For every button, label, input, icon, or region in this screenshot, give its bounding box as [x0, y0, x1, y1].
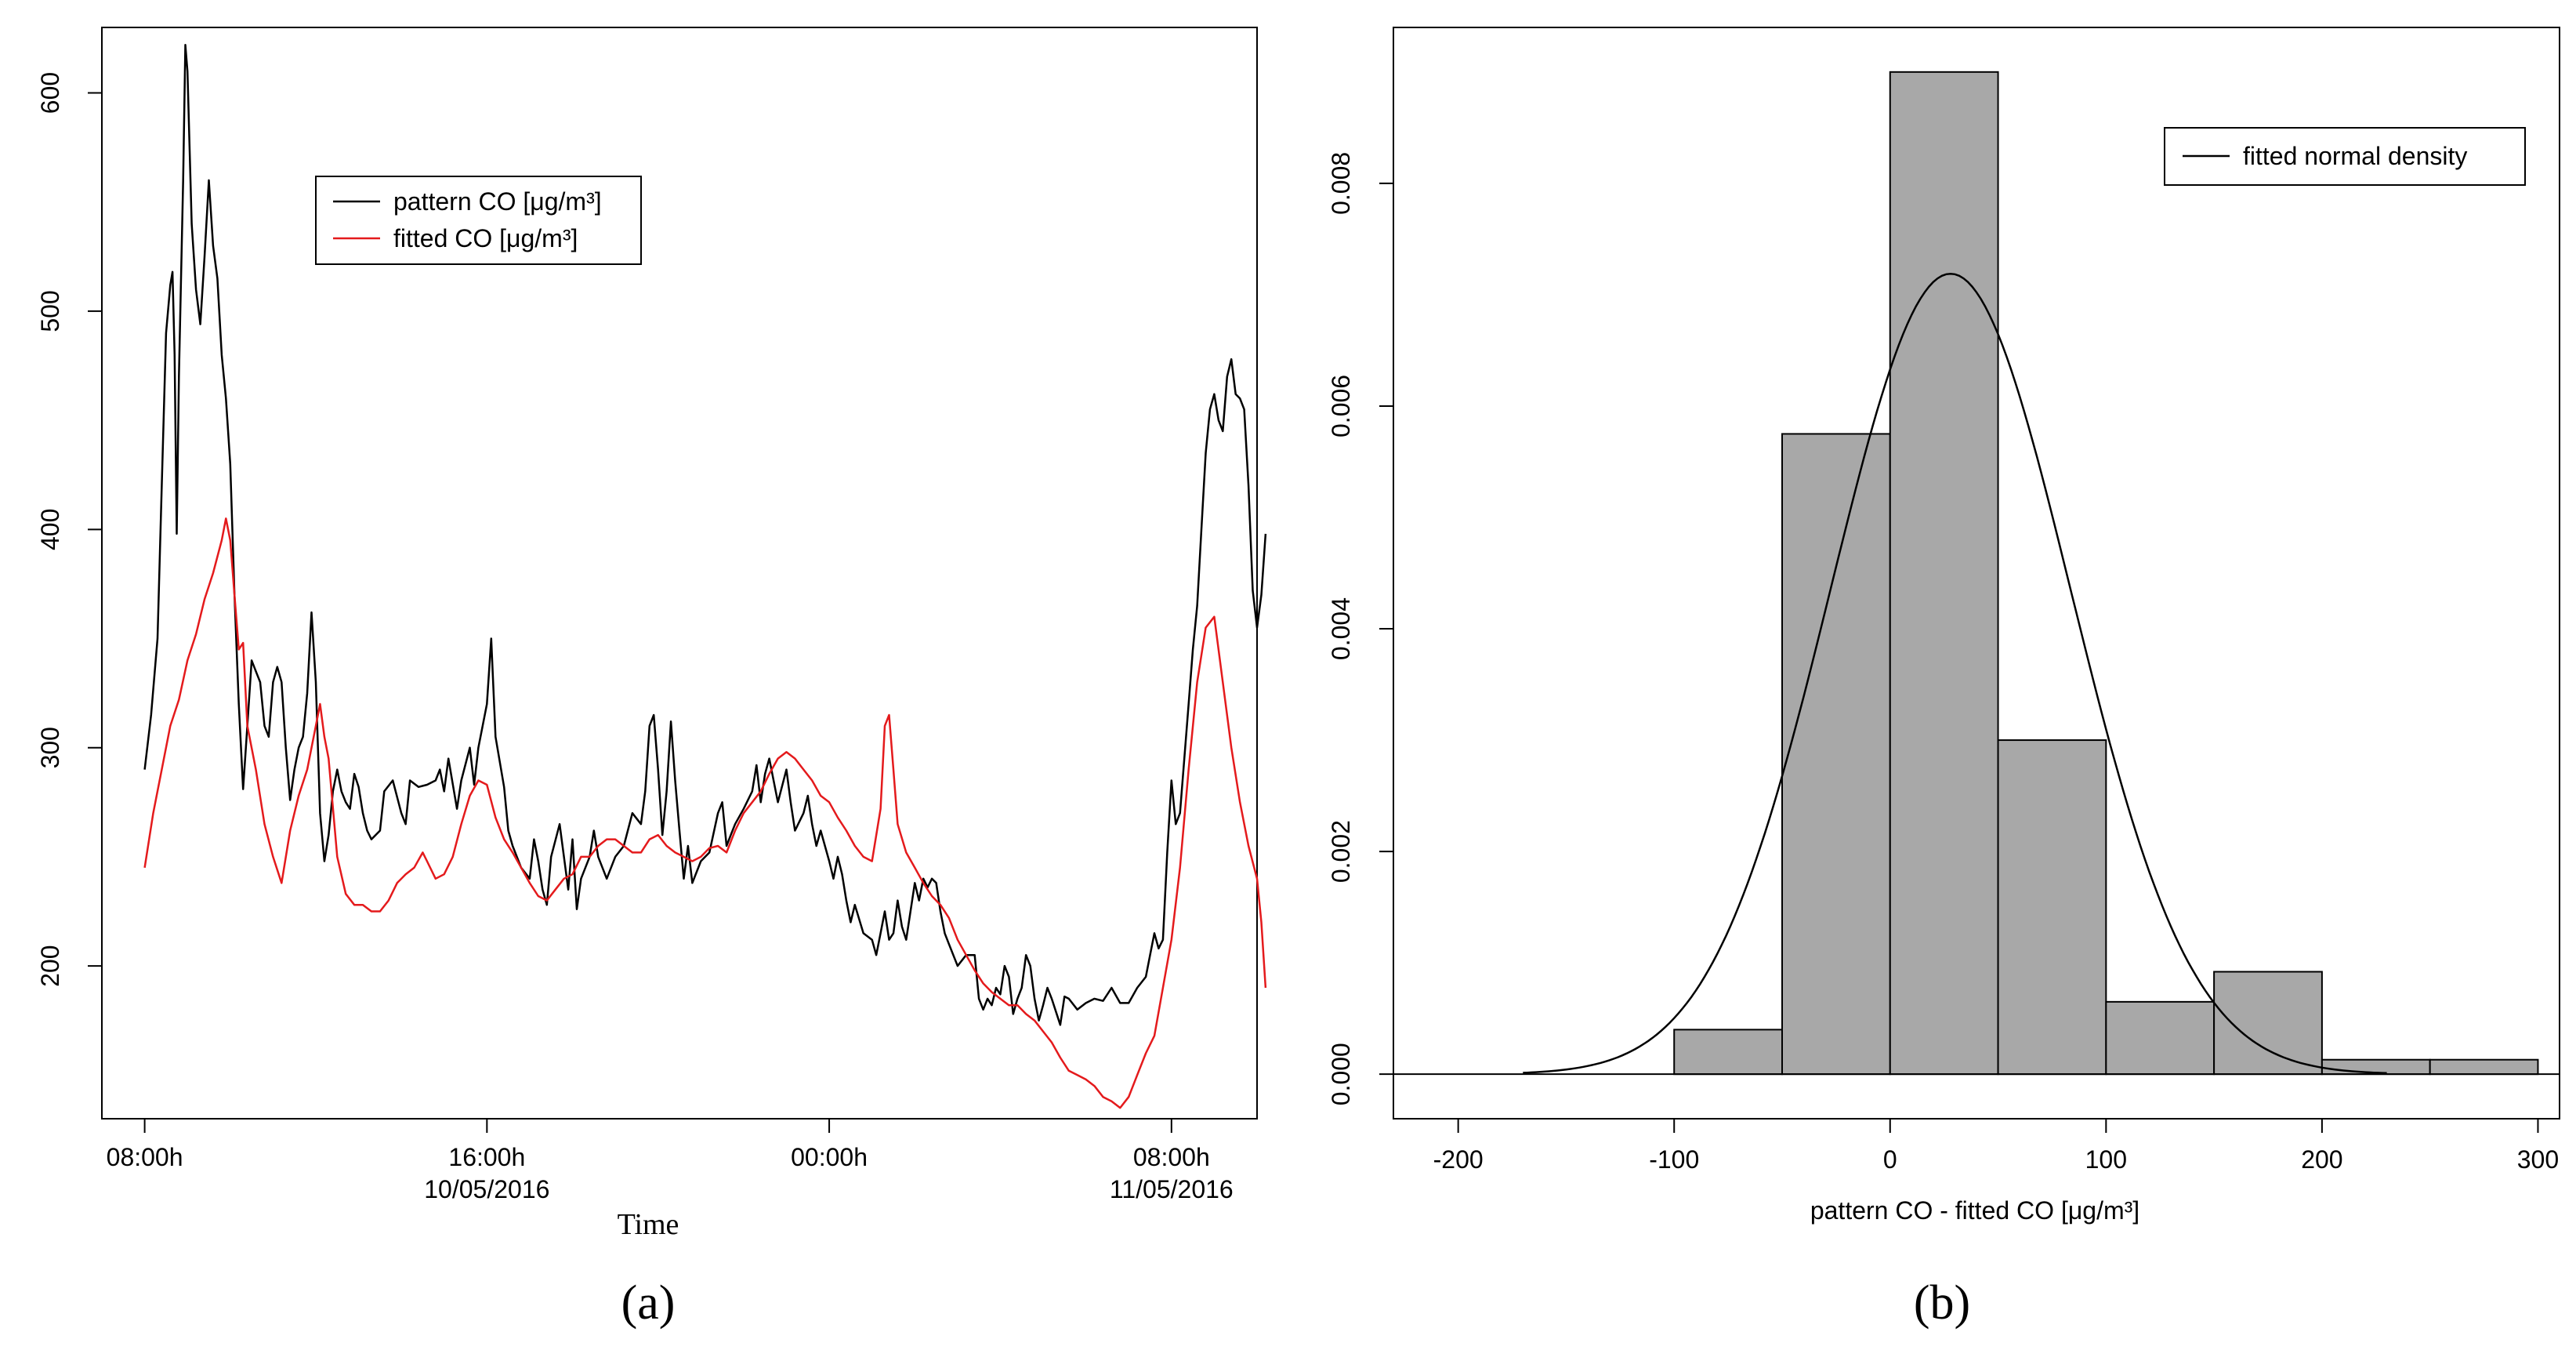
histogram-bar	[2213, 971, 2323, 1076]
x-tick-label: 00:00h	[791, 1143, 868, 1171]
x-tick-date-label: 10/05/2016	[424, 1175, 549, 1203]
x-tick-label: 08:00h	[107, 1143, 183, 1171]
histogram-bar	[2429, 1058, 2539, 1076]
y-tick-label: 200	[36, 945, 64, 986]
x-tick-label: 300	[2517, 1145, 2559, 1174]
panel-b-histogram-bars	[1673, 71, 2539, 1076]
panel-b-y-axis: 0.000 0.002 0.004 0.006 0.008	[1327, 152, 1393, 1105]
panel-a-y-axis: 200 300 400 500 600	[36, 72, 102, 987]
legend-label-pattern-co: pattern CO [μg/m³]	[393, 187, 602, 216]
panel-a-plot-frame	[101, 27, 1258, 1120]
panel-b-histogram: 0.000 0.002 0.004 0.006 0.008 -200 -100 0 100 20…	[1327, 27, 2560, 1330]
y-tick-label: 0.002	[1327, 820, 1355, 883]
panel-a-x-axis-label: Time	[618, 1208, 679, 1241]
y-tick-label: 0.006	[1327, 375, 1355, 437]
y-tick-label: 600	[36, 72, 64, 114]
panel-b-legend: fitted normal density	[2164, 127, 2526, 186]
x-tick-label: 100	[2085, 1145, 2127, 1174]
series-line-pattern-co	[143, 44, 1267, 1026]
panel-a-label: (a)	[621, 1276, 676, 1330]
panel-a-legend-box	[315, 176, 642, 265]
panel-a-series-lines	[143, 44, 1267, 1109]
panel-b-x-axis-label: pattern CO - fitted CO [μg/m³]	[1810, 1196, 2139, 1225]
x-tick-label: 08:00h	[1133, 1143, 1210, 1171]
y-tick-label: 400	[36, 509, 64, 550]
panel-b-x-axis: -200 -100 0 100 200 300	[1433, 1119, 2559, 1174]
panel-b-label: (b)	[1914, 1276, 1970, 1330]
panel-a-line-chart: 200 300 400 500 600 08:00h 16:00h 10/05/2016 00…	[36, 27, 1267, 1330]
panel-b-plot-frame	[1393, 27, 2560, 1120]
y-tick-label: 0.004	[1327, 597, 1355, 660]
histogram-bar	[1673, 1029, 1783, 1076]
y-tick-label: 300	[36, 727, 64, 768]
x-tick-label: -200	[1433, 1145, 1484, 1174]
x-tick-date-label: 11/05/2016	[1110, 1175, 1234, 1203]
histogram-bar	[1781, 433, 1891, 1076]
histogram-bar	[1997, 739, 2107, 1076]
histogram-bar	[1889, 71, 1999, 1076]
x-tick-label: 200	[2301, 1145, 2342, 1174]
x-tick-label: 16:00h	[448, 1143, 525, 1171]
histogram-bar	[2105, 1000, 2216, 1076]
y-tick-label: 0.008	[1327, 152, 1355, 215]
panel-a-x-axis: 08:00h 16:00h 10/05/2016 00:00h 08:00h 11/05/…	[107, 1119, 1234, 1203]
x-tick-label: 0	[1883, 1145, 1897, 1174]
panel-b-normal-curve	[1523, 272, 2387, 1075]
x-tick-label: -100	[1649, 1145, 1699, 1174]
y-tick-label: 0.000	[1327, 1043, 1355, 1105]
y-tick-label: 500	[36, 290, 64, 332]
series-line-fitted-co	[143, 517, 1267, 1109]
legend-label-fitted-co: fitted CO [μg/m³]	[393, 224, 578, 252]
normal-density-curve	[1523, 272, 2387, 1075]
legend-label-fitted-normal-density: fitted normal density	[2243, 142, 2467, 170]
panel-a-legend: pattern CO [μg/m³] fitted CO [μg/m³]	[315, 176, 642, 265]
